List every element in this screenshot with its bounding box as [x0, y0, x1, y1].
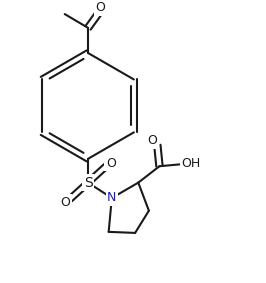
Text: S: S — [84, 176, 92, 190]
Text: O: O — [95, 1, 105, 14]
Text: N: N — [107, 192, 117, 205]
Text: O: O — [60, 196, 70, 209]
Text: O: O — [106, 156, 116, 170]
Text: O: O — [148, 134, 157, 147]
Text: OH: OH — [181, 156, 200, 170]
